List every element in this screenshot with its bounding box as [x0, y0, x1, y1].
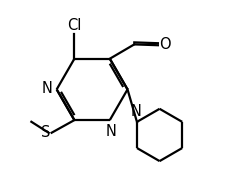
Text: N: N — [131, 104, 141, 119]
Text: N: N — [42, 81, 53, 96]
Text: S: S — [40, 125, 50, 140]
Text: Cl: Cl — [67, 18, 82, 33]
Text: N: N — [105, 124, 116, 139]
Text: O: O — [159, 37, 171, 52]
